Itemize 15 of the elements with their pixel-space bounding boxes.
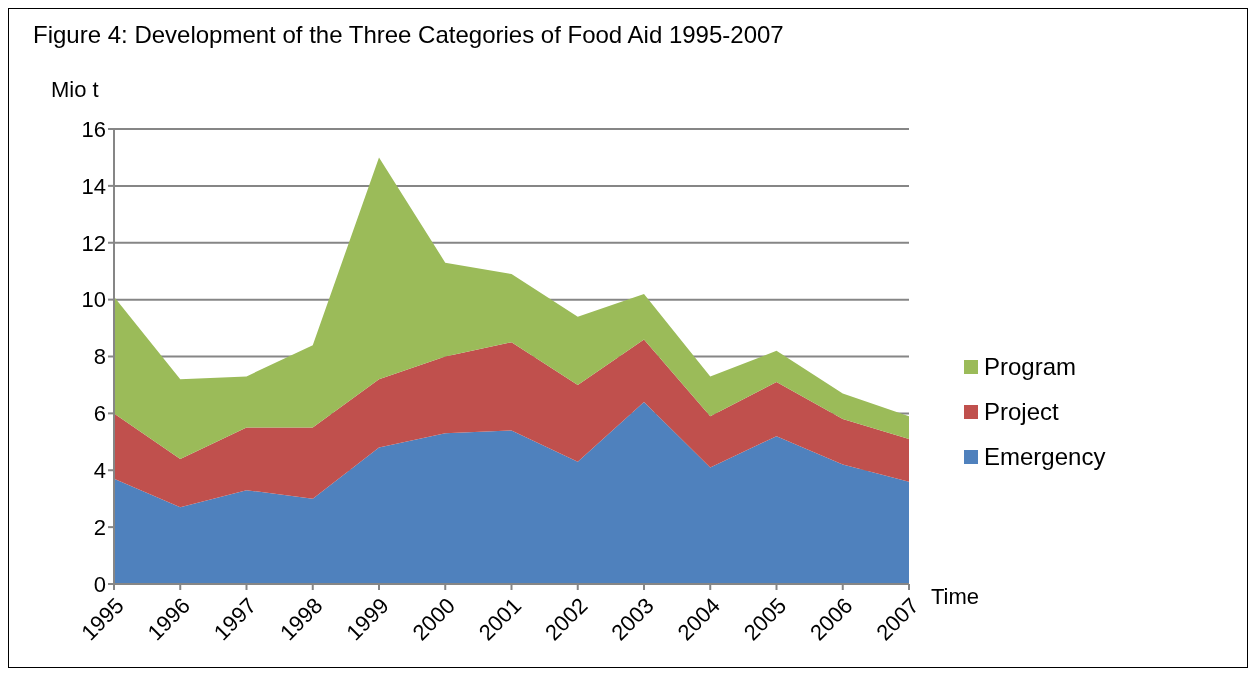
y-tick-label: 10 bbox=[81, 287, 106, 313]
y-tick-label: 16 bbox=[81, 116, 106, 142]
y-tick-label: 6 bbox=[93, 401, 106, 427]
chart-title: Figure 4: Development of the Three Categories of Food Aid 1995-2007 bbox=[33, 21, 784, 49]
y-tick-label: 8 bbox=[93, 344, 106, 370]
y-tick-label: 2 bbox=[93, 514, 106, 540]
y-tick-label: 0 bbox=[93, 571, 106, 597]
y-tick-label: 14 bbox=[81, 173, 106, 199]
y-tick-label: 12 bbox=[81, 230, 106, 256]
legend-label: Emergency bbox=[984, 442, 1106, 471]
x-axis-title: Time bbox=[931, 584, 980, 610]
y-tick-label: 4 bbox=[93, 458, 106, 484]
legend-label: Program bbox=[984, 352, 1077, 381]
y-axis-title: Mio t bbox=[51, 77, 99, 103]
legend-label: Project bbox=[984, 397, 1059, 426]
